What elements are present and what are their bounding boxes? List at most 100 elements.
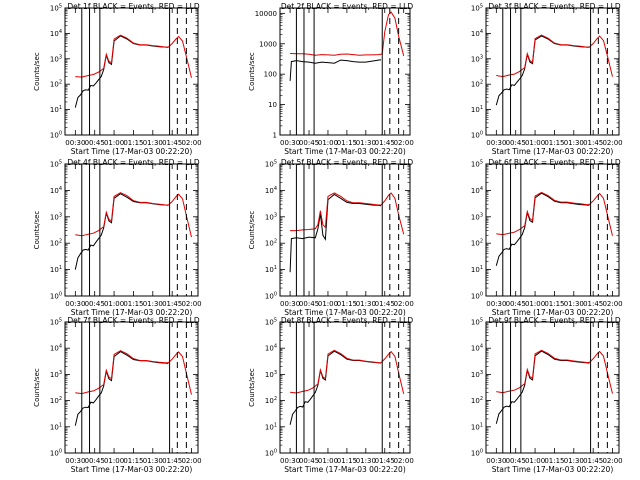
plot-frame: [279, 7, 411, 136]
x-tick-label: 00:45: [506, 457, 526, 465]
x-tick-label: 01:00: [104, 139, 124, 147]
x-tick-label: 00:30: [486, 139, 506, 147]
x-tick-label: 01:15: [544, 457, 564, 465]
y-axis-label: Counts/sec: [248, 211, 256, 250]
x-tick-label: 01:00: [525, 300, 545, 308]
x-axis-label: Start Time (17-Mar-03 00:22:20): [71, 308, 193, 317]
plot-frame: [485, 7, 620, 136]
x-tick-label: 01:00: [318, 300, 338, 308]
y-tick-label: 104: [50, 186, 62, 195]
plot-frame: [64, 321, 199, 454]
x-axis-label: Start Time (17-Mar-03 00:22:20): [284, 147, 406, 156]
plot-frame: [485, 321, 620, 454]
y-tick-label: 104: [471, 186, 483, 195]
x-tick-label: 01:30: [564, 300, 584, 308]
y-tick-label: 103: [471, 212, 483, 221]
panel-title: Det 2f BLACK = Events, RED = LLD: [281, 2, 414, 11]
x-tick-label: 02:00: [602, 300, 622, 308]
x-tick-label: 01:45: [583, 457, 603, 465]
x-tick-label: 00:30: [486, 457, 506, 465]
x-tick-label: 01:30: [356, 139, 376, 147]
x-tick-label: 00:30: [280, 300, 300, 308]
x-axis-label: Start Time (17-Mar-03 00:22:20): [71, 465, 193, 474]
y-tick-label: 104: [50, 344, 62, 353]
series-line-lld: [75, 350, 192, 395]
x-tick-label: 02:00: [602, 457, 622, 465]
x-tick-label: 02:00: [394, 457, 414, 465]
x-tick-label: 00:30: [65, 300, 85, 308]
series-line-lld: [496, 191, 613, 236]
x-tick-label: 00:45: [85, 139, 105, 147]
x-tick-label: 01:45: [162, 457, 182, 465]
panel-title: Det 3f BLACK = Events, RED = LLD: [488, 2, 621, 11]
panel-title: Det 9f BLACK = Events, RED = LLD: [488, 316, 621, 325]
y-tick-label: 100: [50, 292, 62, 301]
x-tick-label: 01:30: [143, 457, 163, 465]
plot-frame: [485, 163, 620, 297]
x-tick-label: 01:45: [162, 139, 182, 147]
x-tick-label: 01:15: [337, 139, 357, 147]
y-tick-label: 102: [50, 396, 62, 405]
y-tick-label: 101: [471, 105, 483, 114]
x-tick-label: 01:45: [375, 300, 395, 308]
x-tick-label: 00:30: [280, 457, 300, 465]
x-tick-label: 01:45: [583, 300, 603, 308]
x-tick-label: 00:45: [299, 300, 319, 308]
x-tick-label: 01:00: [318, 139, 338, 147]
x-tick-label: 01:00: [318, 457, 338, 465]
panel-title: Det 5f BLACK = Events, RED = LLD: [281, 158, 414, 167]
x-tick-label: 00:30: [65, 139, 85, 147]
y-tick-label: 100: [265, 292, 277, 301]
x-tick-label: 01:15: [123, 139, 143, 147]
x-tick-label: 02:00: [602, 139, 622, 147]
x-tick-label: 01:15: [123, 457, 143, 465]
panel-title: Det 7f BLACK = Events, RED = LLD: [67, 316, 200, 325]
x-tick-label: 02:00: [181, 139, 201, 147]
y-tick-label: 105: [50, 318, 62, 327]
plot-frame: [64, 7, 199, 136]
x-tick-label: 01:15: [544, 300, 564, 308]
x-tick-label: 00:30: [486, 300, 506, 308]
y-tick-label: 102: [50, 80, 62, 89]
x-tick-label: 02:00: [181, 457, 201, 465]
series-line-lld: [496, 349, 613, 394]
x-tick-label: 01:30: [564, 457, 584, 465]
y-tick-label: 101: [265, 265, 277, 274]
series-line-lld: [290, 11, 405, 57]
series-line-lld: [75, 192, 192, 238]
x-axis-label: Start Time (17-Mar-03 00:22:20): [492, 147, 614, 156]
y-tick-label: 101: [471, 265, 483, 274]
y-tick-label: 103: [50, 54, 62, 63]
x-tick-label: 00:45: [85, 300, 105, 308]
y-tick-label: 100: [50, 131, 62, 140]
y-tick-label: 101: [471, 422, 483, 431]
y-tick-label: 103: [50, 212, 62, 221]
x-tick-label: 00:45: [299, 457, 319, 465]
y-tick-label: 102: [265, 239, 277, 248]
x-tick-label: 01:30: [143, 300, 163, 308]
y-axis-label: Counts/sec: [248, 52, 256, 91]
x-axis-label: Start Time (17-Mar-03 00:22:20): [71, 147, 193, 156]
x-tick-label: 00:30: [65, 457, 85, 465]
y-tick-label: 104: [471, 344, 483, 353]
x-tick-label: 01:30: [143, 139, 163, 147]
panel-title: Det 8f BLACK = Events, RED = LLD: [281, 316, 414, 325]
x-tick-label: 01:45: [375, 139, 395, 147]
y-tick-label: 100: [471, 449, 483, 458]
x-tick-label: 01:00: [104, 457, 124, 465]
panel-det-2: 1 10 100 1000 10000 00:3000:4501:0001:1501:30…: [248, 2, 414, 156]
panel-det-5: 10010110210310410500:3000:4501:0001:1501…: [248, 158, 414, 317]
y-tick-label: 103: [50, 370, 62, 379]
y-tick-label: 103: [471, 370, 483, 379]
y-tick-label: 10000: [255, 10, 277, 18]
y-tick-label: 101: [50, 265, 62, 274]
x-tick-label: 01:00: [104, 300, 124, 308]
series-line-lld: [496, 34, 613, 78]
y-tick-label: 105: [265, 318, 277, 327]
y-tick-label: 1: [273, 132, 277, 140]
x-tick-label: 01:30: [356, 300, 376, 308]
